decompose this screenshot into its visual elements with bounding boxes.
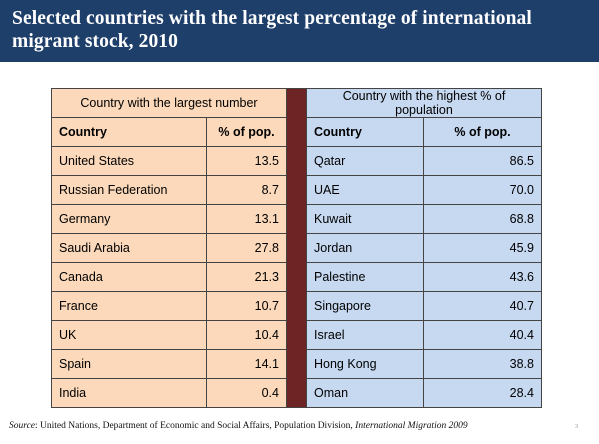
title-bar: Selected countries with the largest perc…	[0, 0, 599, 62]
left-pct-cell: 10.7	[206, 291, 287, 321]
left-country-cell: India	[51, 378, 207, 408]
table-divider	[286, 88, 307, 408]
slide-title-line-2: migrant stock, 2010	[12, 31, 179, 52]
left-country-cell: Spain	[51, 349, 207, 379]
table-row: UK 10.4 Israel 40.4	[51, 320, 542, 350]
group-header-row: Country with the largest number Country …	[51, 88, 542, 408]
left-pct-cell: 13.5	[206, 146, 287, 176]
table-row: India 0.4 Oman 28.4	[51, 378, 542, 408]
left-country-cell: UK	[51, 320, 207, 350]
right-country-cell: Hong Kong	[306, 349, 424, 379]
migrant-stock-table: Country with the largest number Country …	[51, 88, 542, 408]
right-pct-cell: 70.0	[423, 175, 542, 205]
right-country-cell: Palestine	[306, 262, 424, 292]
right-country-cell: Qatar	[306, 146, 424, 176]
source-note: Source: United Nations, Department of Ec…	[9, 421, 468, 431]
left-country-cell: Saudi Arabia	[51, 233, 207, 263]
left-country-cell: France	[51, 291, 207, 321]
left-pct-cell: 10.4	[206, 320, 287, 350]
left-pct-cell: 14.1	[206, 349, 287, 379]
table-row: Spain 14.1 Hong Kong 38.8	[51, 349, 542, 379]
column-header-row: Country % of pop. Country % of pop.	[51, 117, 542, 147]
source-text: : United Nations, Department of Economic…	[35, 421, 356, 431]
right-pct-cell: 28.4	[423, 378, 542, 408]
right-country-cell: Kuwait	[306, 204, 424, 234]
slide-title-line-1: Selected countries with the largest perc…	[12, 8, 532, 29]
table-row: Canada 21.3 Palestine 43.6	[51, 262, 542, 292]
left-country-cell: Canada	[51, 262, 207, 292]
right-country-cell: Jordan	[306, 233, 424, 263]
table-row: Germany 13.1 Kuwait 68.8	[51, 204, 542, 234]
page-number: 3	[575, 424, 578, 430]
left-pct-cell: 8.7	[206, 175, 287, 205]
right-pct-cell: 43.6	[423, 262, 542, 292]
left-group-header: Country with the largest number	[51, 88, 287, 118]
left-pct-header: % of pop.	[206, 117, 287, 147]
left-pct-cell: 13.1	[206, 204, 287, 234]
table-row: United States 13.5 Qatar 86.5	[51, 146, 542, 176]
table-row: Russian Federation 8.7 UAE 70.0	[51, 175, 542, 205]
right-country-cell: Singapore	[306, 291, 424, 321]
right-country-cell: Oman	[306, 378, 424, 408]
table-row: France 10.7 Singapore 40.7	[51, 291, 542, 321]
source-label: Source	[9, 421, 36, 431]
right-pct-cell: 38.8	[423, 349, 542, 379]
left-country-cell: United States	[51, 146, 207, 176]
right-pct-cell: 40.4	[423, 320, 542, 350]
right-pct-cell: 45.9	[423, 233, 542, 263]
left-country-cell: Germany	[51, 204, 207, 234]
right-pct-cell: 40.7	[423, 291, 542, 321]
left-country-cell: Russian Federation	[51, 175, 207, 205]
right-country-cell: UAE	[306, 175, 424, 205]
source-publication: International Migration 2009	[355, 421, 468, 431]
left-pct-cell: 27.8	[206, 233, 287, 263]
right-country-header: Country	[306, 117, 424, 147]
right-pct-cell: 68.8	[423, 204, 542, 234]
right-pct-cell: 86.5	[423, 146, 542, 176]
left-pct-cell: 21.3	[206, 262, 287, 292]
left-country-header: Country	[51, 117, 207, 147]
left-pct-cell: 0.4	[206, 378, 287, 408]
right-pct-header: % of pop.	[423, 117, 542, 147]
slide-title: Selected countries with the largest perc…	[12, 7, 599, 53]
right-group-header: Country with the highest % of population	[306, 88, 542, 118]
right-country-cell: Israel	[306, 320, 424, 350]
